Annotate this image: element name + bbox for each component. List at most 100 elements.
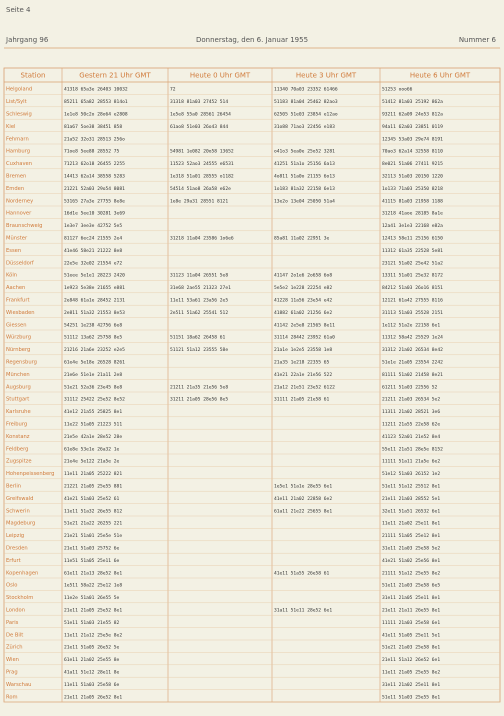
station-name: München [6, 372, 30, 378]
station-name: Schwerin [6, 508, 30, 514]
station-name: Oslo [6, 583, 17, 589]
weather-code: 61a11 21e22 25655 8e1 [274, 508, 332, 514]
weather-code: 21221 52a03 29o54 8081 [64, 186, 125, 192]
weather-code: 55e11 21a51 28e5e 8152 [382, 446, 443, 452]
station-name: Magdeburg [6, 521, 35, 527]
station-name: Freiburg [6, 421, 27, 427]
weather-code: 11e11 51a32 26e55 812 [64, 508, 122, 514]
weather-code: 21211 21a03 26534 5e2 [382, 397, 440, 403]
weather-code: 22e5e 32e02 21554 e72 [64, 260, 122, 266]
weather-code: 16d1e 5ee10 30281 3e69 [64, 211, 125, 217]
weather-code: 21221 21a05 25e55 881 [64, 483, 122, 489]
column-header: Heute 0 Uhr GMT [190, 72, 251, 80]
weather-code: 31e11 21a03 25e58 5e2 [382, 545, 440, 551]
weather-code: 94a11 62a03 23851 0119 [382, 124, 443, 130]
weather-code: 21e6e 51e1e 21a11 2e8 [64, 372, 122, 378]
station-name: Kiel [6, 124, 15, 130]
station-name: Essen [6, 248, 21, 254]
weather-code: 51e21 52a36 23e45 8e8 [64, 384, 122, 390]
weather-code: 81a67 5oe38 38451 858 [64, 124, 122, 130]
weather-code: 62505 51e03 23854 e12ao [274, 111, 338, 117]
weather-code: 11312 58a42 25529 1e24 [382, 335, 443, 341]
weather-code: 84212 51a03 26o16 8151 [382, 285, 443, 291]
station-name: Schleswig [6, 111, 32, 117]
weather-code: 21e11 21a11 26e55 8e1 [382, 607, 440, 613]
weather-code: 71oe8 5ee88 28552 75 [64, 149, 120, 155]
station-name: Zugspitze [6, 459, 32, 465]
weather-code: 23121 51a02 25e42 51a2 [382, 260, 443, 266]
station-name: De Bilt [6, 632, 23, 638]
weather-code: 21111 51a05 25e12 8e1 [382, 533, 440, 539]
weather-code: 32113 51a03 20150 1220 [382, 173, 443, 179]
weather-code: 61e11 21a02 25e55 8e [64, 657, 120, 663]
weather-code: 12121 61a42 27555 8116 [382, 297, 443, 303]
weather-code: 1e8e 29a31 28551 8121 [170, 198, 228, 204]
weather-code: 41115 81a03 21958 1188 [382, 198, 443, 204]
weather-code: 70ao3 62a14 32558 8110 [382, 149, 443, 155]
station-name: Düsseldorf [6, 260, 34, 266]
weather-code: 81111 51a02 21458 8e21 [382, 372, 443, 378]
weather-code: 1e511 58a22 25e12 1e8 [64, 583, 122, 589]
weather-code: 13311 51a01 25e32 8172 [382, 273, 443, 279]
weather-code: 31218 11a04 23586 1o6e6 [170, 235, 234, 241]
weather-code: 41e46 58e21 21222 8e8 [64, 248, 122, 254]
weather-code: 41228 11a56 23e54 e42 [274, 297, 332, 303]
station-name: Cuxhaven [6, 161, 32, 167]
weather-code: 1e318 51a01 28555 o1182 [170, 173, 234, 179]
volume: Jahrgang 96 [5, 36, 49, 44]
weather-code: 1e923 5e38e 21655 e881 [64, 285, 125, 291]
station-name: Konstanz [6, 434, 30, 440]
station-name: Fehmarn [6, 136, 29, 142]
weather-code: 51151 18a62 26458 61 [170, 335, 226, 341]
station-name: Stockholm [6, 595, 33, 601]
weather-code: 41318 65a3e 26403 10032 [64, 87, 128, 93]
weather-code: 11523 52ao3 24555 e6531 [170, 161, 234, 167]
weather-code: 51e21 21a03 25e58 8e1 [382, 645, 440, 651]
weather-code: 31112 25422 25e52 8e52 [64, 397, 125, 403]
weather-code: 11e11 21a05 25222 821 [64, 471, 122, 477]
weather-code: 71213 62o18 26455 2255 [64, 161, 125, 167]
weather-code: 31e11 21a02 25e11 8e1 [382, 682, 440, 688]
station-name: Augsburg [6, 384, 31, 390]
weather-code: 31318 81a03 27452 514 [170, 99, 228, 105]
column-header: Station [21, 72, 46, 80]
weather-code: 31114 28442 23952 61a0 [274, 335, 335, 341]
weather-code: 11e11 21a02 25e11 8e1 [382, 521, 440, 527]
weather-code: 31e68 2ae55 21323 27e1 [170, 285, 231, 291]
station-name: Dresden [6, 545, 28, 551]
date: Donnerstag, den 6. Januar 1955 [196, 36, 308, 44]
weather-code: 11e11 21a12 25e5e 8e2 [64, 632, 122, 638]
station-name: List/Sylt [6, 99, 27, 105]
weather-code: 31312 21a02 26534 8e42 [382, 347, 443, 353]
weather-code: 85a81 11a02 22951 3e [274, 235, 330, 241]
station-name: Braunschweig [6, 223, 42, 229]
station-name: Wien [6, 657, 19, 663]
station-name: Kopenhagen [6, 570, 38, 576]
weather-code: 11111 21a03 25e58 6e1 [382, 620, 440, 626]
weather-code: 51112 13a62 25758 8e5 [64, 335, 122, 341]
station-name: Hamburg [6, 149, 30, 155]
weather-code: 31218 41aoe 28185 8a1e [382, 211, 443, 217]
weather-code: 61211 51a03 22556 52 [382, 384, 438, 390]
weather-code: 21111 51a12 25e55 8e2 [382, 570, 440, 576]
station-name: London [6, 607, 25, 613]
weather-code: 61e4e 5e18e 26528 8261 [64, 359, 125, 365]
weather-code: 51e21 21a22 26255 221 [64, 521, 122, 527]
weather-code: 32e11 51a51 26532 6e1 [382, 508, 440, 514]
weather-code: 41251 51a1o 25156 6a13 [274, 161, 335, 167]
weather-code: 1e3e7 3ee3e 42752 5e5 [64, 223, 122, 229]
weather-code: 11e51 51a05 25e11 6e [64, 558, 120, 564]
column-header: Gestern 21 Uhr GMT [79, 72, 151, 80]
weather-code: 51183 81a04 25462 82ao3 [274, 99, 338, 105]
weather-code: 4o811 51a0o 21155 6o13 [274, 173, 335, 179]
station-name: Hannover [6, 211, 32, 217]
weather-code: 54514 51ao8 26a58 e62e [170, 186, 231, 192]
weather-code: 8e021 51a06 27411 9215 [382, 161, 443, 167]
station-name: Rom [6, 694, 18, 700]
weather-code: 21a1e 1e2e5 23558 1e8 [274, 347, 332, 353]
station-name: Münster [6, 235, 28, 241]
weather-code: 61e8e 53e1e 26a32 1e [64, 446, 120, 452]
weather-code: 11e11 51a03 25e58 6e [64, 682, 120, 688]
weather-code: 41123 52a01 21e52 8e4 [382, 434, 440, 440]
weather-code: 31211 21a05 28e56 8e5 [170, 397, 228, 403]
